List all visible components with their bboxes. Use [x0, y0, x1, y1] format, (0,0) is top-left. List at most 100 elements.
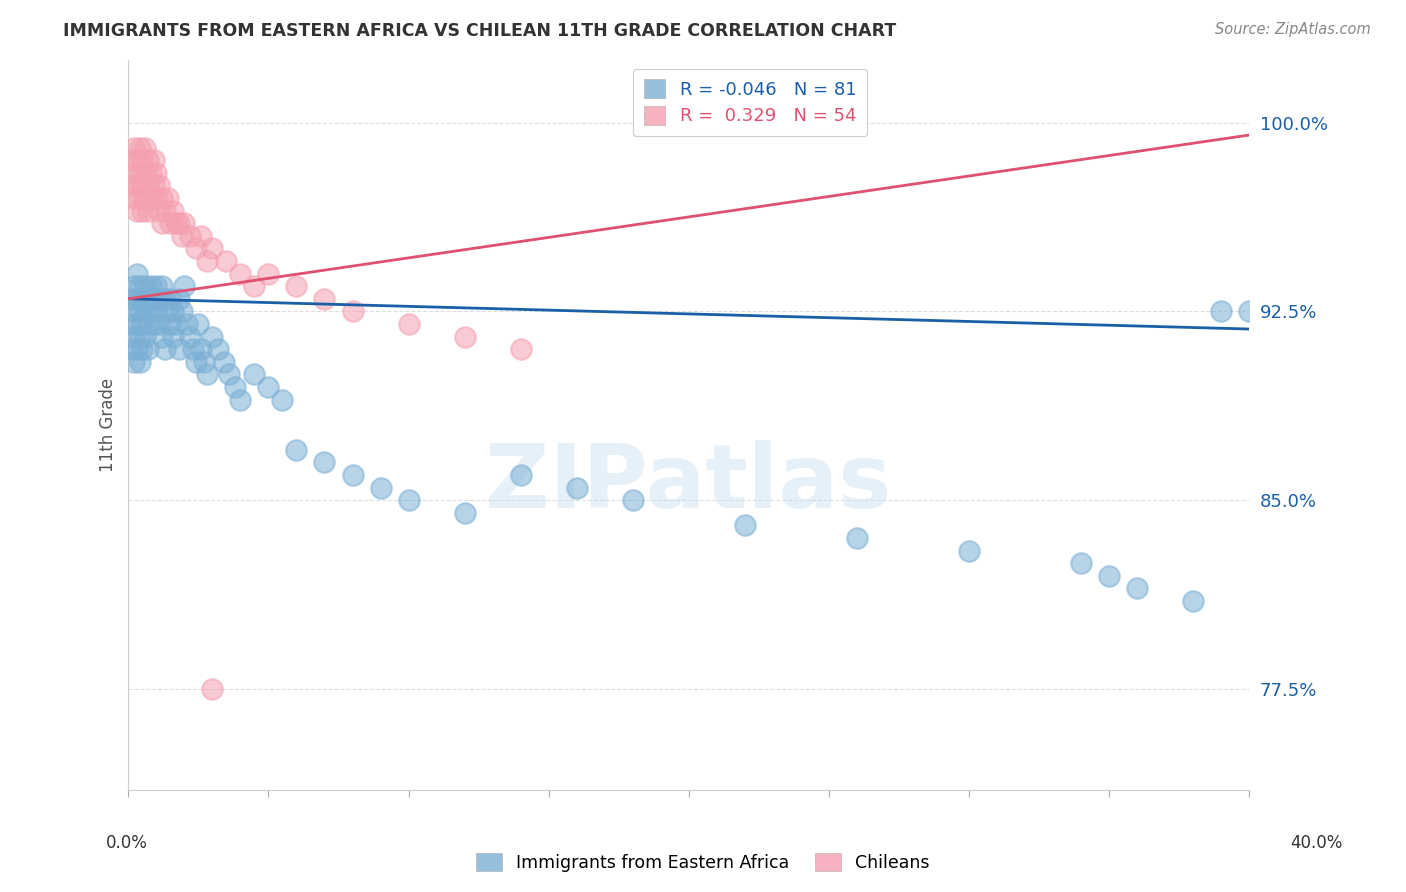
Point — [1181, 594, 1204, 608]
Point — [131, 317, 153, 331]
Point — [145, 166, 167, 180]
Point — [148, 178, 170, 193]
Point — [215, 254, 238, 268]
Point — [150, 279, 173, 293]
Point — [142, 317, 165, 331]
Point — [148, 292, 170, 306]
Point — [184, 242, 207, 256]
Point — [128, 166, 150, 180]
Point — [139, 166, 162, 180]
Point — [167, 342, 190, 356]
Point — [145, 304, 167, 318]
Point — [139, 191, 162, 205]
Point — [125, 178, 148, 193]
Point — [285, 279, 308, 293]
Point — [212, 355, 235, 369]
Point — [195, 254, 218, 268]
Point — [134, 304, 156, 318]
Point — [509, 468, 531, 483]
Point — [190, 228, 212, 243]
Point — [170, 304, 193, 318]
Point — [1209, 304, 1232, 318]
Point — [370, 481, 392, 495]
Point — [153, 292, 176, 306]
Point — [159, 292, 181, 306]
Point — [122, 355, 145, 369]
Point — [173, 279, 195, 293]
Point — [134, 141, 156, 155]
Point — [131, 153, 153, 168]
Point — [224, 380, 246, 394]
Point — [314, 455, 336, 469]
Point — [201, 329, 224, 343]
Point — [845, 531, 868, 545]
Point — [125, 153, 148, 168]
Point — [153, 203, 176, 218]
Point — [122, 141, 145, 155]
Point — [125, 317, 148, 331]
Point — [156, 191, 179, 205]
Point — [136, 342, 159, 356]
Point — [229, 267, 252, 281]
Point — [125, 292, 148, 306]
Point — [271, 392, 294, 407]
Point — [128, 329, 150, 343]
Point — [162, 329, 184, 343]
Point — [122, 279, 145, 293]
Point — [957, 543, 980, 558]
Text: 40.0%: 40.0% — [1291, 834, 1343, 852]
Point — [179, 329, 201, 343]
Point — [153, 342, 176, 356]
Point — [131, 342, 153, 356]
Point — [170, 228, 193, 243]
Point — [145, 191, 167, 205]
Point — [139, 304, 162, 318]
Point — [142, 292, 165, 306]
Point — [128, 304, 150, 318]
Point — [122, 191, 145, 205]
Point — [122, 166, 145, 180]
Point — [734, 518, 756, 533]
Point — [187, 317, 209, 331]
Point — [131, 178, 153, 193]
Point — [342, 304, 364, 318]
Point — [190, 342, 212, 356]
Point — [150, 216, 173, 230]
Point — [173, 216, 195, 230]
Point — [243, 368, 266, 382]
Point — [128, 279, 150, 293]
Point — [229, 392, 252, 407]
Point — [150, 329, 173, 343]
Point — [148, 317, 170, 331]
Point — [148, 203, 170, 218]
Point — [398, 493, 420, 508]
Point — [257, 267, 280, 281]
Legend: R = -0.046   N = 81, R =  0.329   N = 54: R = -0.046 N = 81, R = 0.329 N = 54 — [633, 69, 868, 136]
Point — [314, 292, 336, 306]
Y-axis label: 11th Grade: 11th Grade — [100, 377, 117, 472]
Point — [453, 329, 475, 343]
Point — [150, 191, 173, 205]
Point — [136, 153, 159, 168]
Point — [122, 329, 145, 343]
Point — [621, 493, 644, 508]
Point — [285, 442, 308, 457]
Point — [1125, 582, 1147, 596]
Point — [243, 279, 266, 293]
Point — [179, 228, 201, 243]
Point — [120, 317, 142, 331]
Point — [509, 342, 531, 356]
Point — [159, 216, 181, 230]
Point — [136, 292, 159, 306]
Point — [134, 329, 156, 343]
Point — [201, 681, 224, 696]
Point — [136, 203, 159, 218]
Point — [156, 304, 179, 318]
Text: Source: ZipAtlas.com: Source: ZipAtlas.com — [1215, 22, 1371, 37]
Text: ZIPatlas: ZIPatlas — [485, 440, 891, 526]
Point — [193, 355, 215, 369]
Point — [342, 468, 364, 483]
Point — [165, 216, 187, 230]
Point — [134, 191, 156, 205]
Point — [195, 368, 218, 382]
